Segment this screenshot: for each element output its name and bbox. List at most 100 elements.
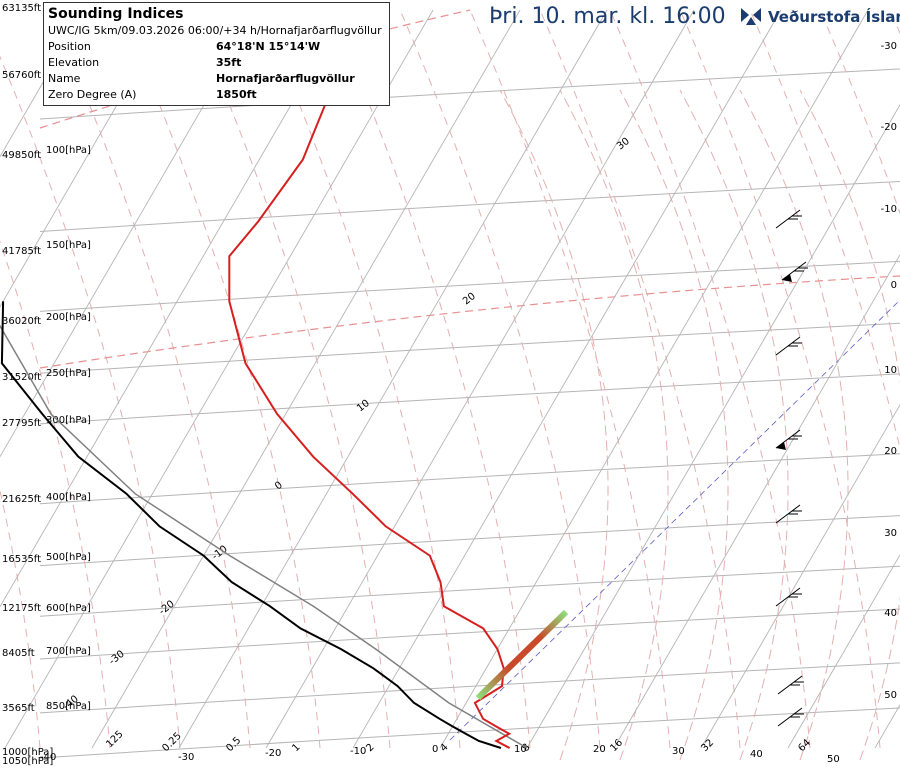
isotherm-line (0, 9, 173, 308)
isotherm-line (0, 9, 86, 158)
moist-adiabat-line (739, 89, 849, 761)
pressure-label: 850[hPa] (46, 701, 91, 712)
bottom-axis-label: -30 (178, 752, 194, 763)
pressure-label: 700[hPa] (46, 646, 91, 657)
dry-adiabat-line (0, 488, 41, 749)
altitude-label: 3565ft (2, 703, 35, 714)
dry-adiabat-line (259, 9, 461, 749)
tropopause-ref-line (39, 275, 900, 369)
isotherm-label: 10 (355, 398, 372, 415)
sounding-indices-title: Sounding Indices (48, 6, 184, 22)
wind-barb-pennant (782, 274, 792, 282)
dry-adiabat-line (189, 9, 391, 749)
altitude-label: 16535ft (2, 554, 41, 565)
right-axis-label: 50 (884, 690, 897, 701)
bottom-axis-label: 64 (796, 737, 813, 754)
pressure-label: 400[hPa] (46, 492, 91, 503)
moist-adiabat-line (679, 89, 789, 761)
isobar-line (39, 707, 900, 759)
isobar-line (39, 453, 900, 505)
dry-adiabat-line (49, 9, 251, 749)
isobar-line (39, 373, 900, 425)
mixing-ratio-line (449, 299, 900, 741)
pressure-label: 250[hPa] (46, 368, 91, 379)
wind-barb (775, 336, 802, 356)
dry-adiabat-line (399, 9, 601, 749)
isobar-line (39, 608, 900, 660)
bottom-axis-label: 20 (593, 744, 606, 755)
dry-adiabat-line (679, 9, 881, 749)
right-axis-label: 0 (891, 280, 897, 291)
right-axis-label: 40 (884, 608, 897, 619)
right-axis-label: -30 (881, 41, 897, 52)
wind-barb (775, 504, 802, 524)
altitude-label: 1050[hPa] (2, 756, 53, 767)
wind-barb (777, 707, 804, 727)
wind-barb (775, 429, 802, 450)
altitude-label: 31520ft (2, 372, 41, 383)
altitude-label: 56760ft (2, 70, 41, 81)
right-axis-label: -20 (881, 122, 897, 133)
altitude-label: 12175ft (2, 603, 41, 614)
dry-adiabat-line (609, 9, 811, 749)
isotherm-label: 30 (615, 136, 632, 153)
wind-barb (775, 587, 802, 607)
right-axis-label: 30 (884, 528, 897, 539)
wind-barb (777, 675, 804, 695)
dry-adiabat-line (0, 240, 111, 749)
bottom-axis-label: 0 (432, 744, 438, 755)
isobar-line (39, 322, 900, 374)
altitude-label: 49850ft (2, 150, 41, 161)
moist-adiabat-line (799, 89, 900, 761)
isotherm-line (91, 9, 521, 749)
bottom-axis-label: -10 (350, 746, 366, 757)
snowflake-logo-icon (741, 8, 761, 25)
isotherm-line (0, 9, 347, 608)
isotherm-label: -30 (107, 649, 127, 668)
dewpoint-profile-line (0, 301, 502, 749)
altitude-label: 21625ft (2, 494, 41, 505)
dry-adiabat-line (119, 9, 321, 749)
isotherm-line (439, 9, 869, 749)
isotherm-label: 20 (461, 291, 478, 308)
isobar-line (39, 515, 900, 567)
isotherm-label: 0 (273, 480, 285, 493)
isotherm-line (613, 253, 900, 749)
altitude-label: 36020ft (2, 316, 41, 327)
right-axis-label: 20 (884, 446, 897, 457)
bottom-axis-label: -40 (40, 752, 56, 763)
bottom-axis-label: 0.25 (160, 731, 184, 755)
isobar-line (39, 68, 900, 120)
valid-time-title: Þri. 10. mar. kl. 16:00 (489, 4, 726, 29)
pressure-label: 500[hPa] (46, 552, 91, 563)
altitude-label: 1000[hPa] (2, 747, 53, 758)
bottom-axis-label: 30 (672, 746, 685, 757)
brand-logo: Veðurstofa Íslands (738, 6, 900, 28)
bottom-axis-label: 4 (438, 742, 450, 754)
altitude-label: 41785ft (2, 246, 41, 257)
dry-adiabat-line (749, 9, 900, 451)
isotherm-line (526, 103, 900, 749)
isotherm-line (178, 9, 608, 749)
altitude-label: 27795ft (2, 418, 41, 429)
moist-adiabat-line (619, 89, 729, 761)
wind-barb-pennant (776, 442, 786, 450)
bottom-axis-label: 40 (750, 749, 763, 760)
isobar-line (39, 260, 900, 312)
right-axis-label: -10 (881, 204, 897, 215)
isotherm-line (4, 9, 434, 749)
cape-band (475, 609, 569, 701)
isotherm-line (0, 9, 260, 458)
wind-barb (775, 209, 802, 229)
dry-adiabat-line (329, 9, 531, 749)
info-row-zero-degree: Zero Degree (A) 1850ft (48, 88, 257, 101)
run-line: UWC/IG 5km/09.03.2026 06:00/+34 h/Hornaf… (48, 24, 382, 37)
moist-adiabat-line (559, 89, 669, 761)
dry-adiabat-line (819, 9, 900, 215)
bottom-axis-label: 125 (104, 729, 125, 750)
isotherm-line (265, 9, 695, 749)
bottom-axis-label: 50 (827, 754, 840, 765)
isotherm-label: -20 (157, 599, 177, 618)
info-row-elevation: Elevation 35ft (48, 56, 242, 69)
